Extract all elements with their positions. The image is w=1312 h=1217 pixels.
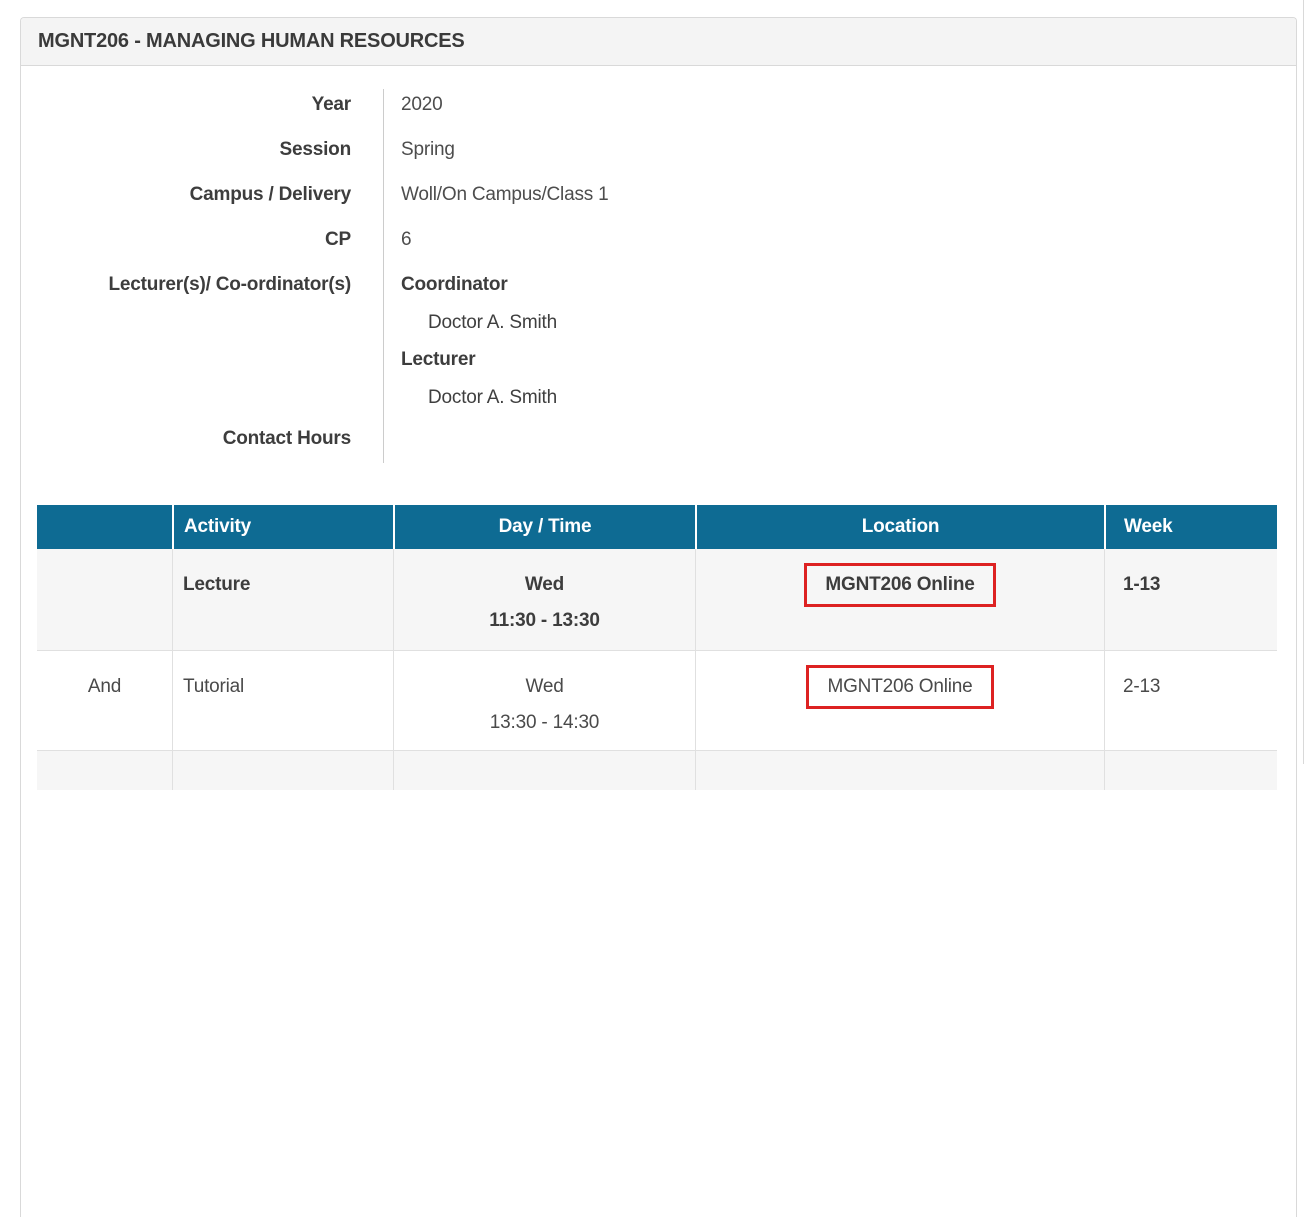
page-scrollbar[interactable] <box>1303 0 1312 764</box>
lecturer-role: Lecturer <box>401 349 476 370</box>
detail-label: Session <box>279 138 352 160</box>
detail-label: Contact Hours <box>222 427 351 449</box>
course-title-bar: MGNT206 - MANAGING HUMAN RESOURCES <box>21 18 1296 66</box>
connector-cell <box>37 549 172 650</box>
activity-cell: Lecture <box>172 549 393 650</box>
timetable-header-row: Activity Day / Time Location Week <box>37 505 1277 549</box>
course-details-section: Year 2020 Session Spring Campus / Delive… <box>21 66 1296 505</box>
detail-row-session: Session Spring <box>21 127 1296 172</box>
lecturer-list: Coordinator Doctor A. Smith Lecturer Doc… <box>401 266 557 416</box>
activity-cell: Tutorial <box>172 651 393 750</box>
location-highlight-box: MGNT206 Online <box>804 563 996 607</box>
detail-row-lecturers: Lecturer(s)/ Co-ordinator(s) Coordinator… <box>21 262 1296 416</box>
detail-value: 6 <box>401 228 412 250</box>
detail-label: Lecturer(s)/ Co-ordinator(s) <box>108 274 352 295</box>
day-time-cell: Wed 13:30 - 14:30 <box>393 651 695 750</box>
detail-value: 2020 <box>401 93 443 115</box>
details-divider-line <box>383 89 384 463</box>
header-cell-week: Week <box>1104 505 1277 549</box>
detail-value: Woll/On Campus/Class 1 <box>401 183 609 205</box>
timetable: Activity Day / Time Location Week Lectur… <box>37 505 1277 790</box>
header-cell-location: Location <box>695 505 1104 549</box>
course-title: MGNT206 - MANAGING HUMAN RESOURCES <box>38 30 465 52</box>
detail-row-campus-delivery: Campus / Delivery Woll/On Campus/Class 1 <box>21 172 1296 217</box>
detail-label: CP <box>325 228 351 250</box>
course-info-card: MGNT206 - MANAGING HUMAN RESOURCES Year … <box>20 17 1297 1217</box>
timetable-row-lecture: Lecture Wed 11:30 - 13:30 MGNT206 Online… <box>37 549 1277 650</box>
detail-row-cp: CP 6 <box>21 217 1296 262</box>
timetable-row-partial <box>37 750 1277 790</box>
time-text: 11:30 - 13:30 <box>489 610 600 631</box>
lecturer-name: Doctor A. Smith <box>428 311 557 333</box>
time-text: 13:30 - 14:30 <box>489 712 600 733</box>
day-text: Wed <box>524 574 565 595</box>
location-cell: MGNT206 Online <box>695 549 1104 650</box>
detail-label: Year <box>311 93 352 115</box>
location-highlight-box: MGNT206 Online <box>806 665 994 709</box>
timetable-row-tutorial: And Tutorial Wed 13:30 - 14:30 MGNT206 O… <box>37 650 1277 750</box>
header-cell-connector <box>37 505 172 549</box>
day-text: Wed <box>525 676 564 697</box>
header-cell-day-time: Day / Time <box>393 505 695 549</box>
header-cell-activity: Activity <box>172 505 393 549</box>
week-cell: 2-13 <box>1104 651 1277 750</box>
detail-value: Spring <box>401 138 455 160</box>
location-cell: MGNT206 Online <box>695 651 1104 750</box>
lecturer-name: Doctor A. Smith <box>428 386 557 408</box>
detail-label: Campus / Delivery <box>189 183 352 205</box>
location-text: MGNT206 Online <box>825 574 975 595</box>
lecturer-role: Coordinator <box>401 274 508 295</box>
detail-row-year: Year 2020 <box>21 82 1296 127</box>
day-time-cell: Wed 11:30 - 13:30 <box>393 549 695 650</box>
week-cell: 1-13 <box>1104 549 1277 650</box>
detail-row-contact-hours: Contact Hours <box>21 416 1296 461</box>
connector-cell: And <box>87 676 122 697</box>
location-text: MGNT206 Online <box>827 676 973 697</box>
